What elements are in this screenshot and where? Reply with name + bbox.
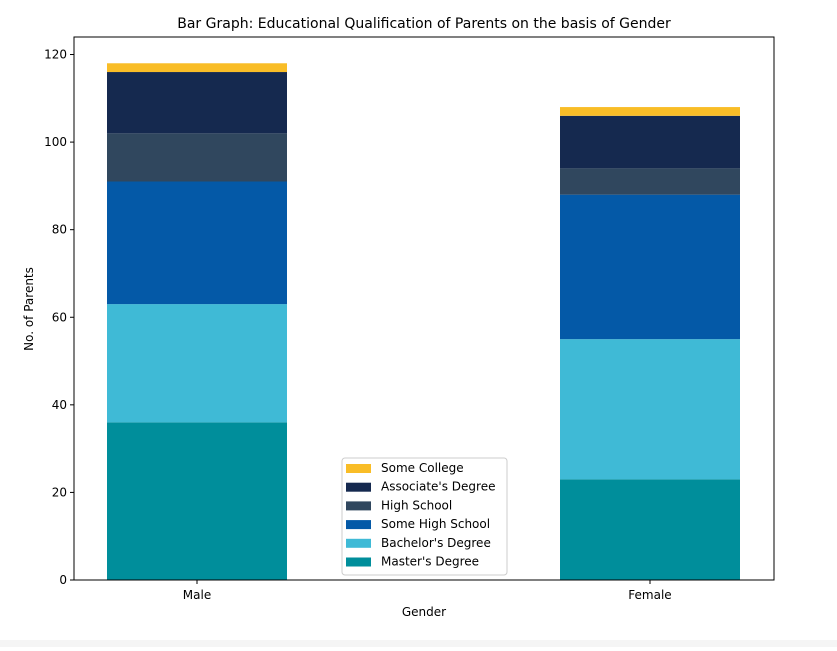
axis-layer: 0 20 40 60 80 100 120 Male Female bbox=[44, 48, 672, 602]
legend-swatch-5 bbox=[346, 557, 371, 567]
y-tick-label-6: 120 bbox=[44, 48, 67, 62]
legend-label-2: High School bbox=[381, 498, 452, 512]
x-tick-label-0: Male bbox=[183, 588, 211, 602]
legend: Some College Associate's Degree High Schoo… bbox=[341, 457, 508, 576]
y-tick-label-4: 80 bbox=[52, 223, 67, 237]
bar-male-series-3 bbox=[107, 133, 287, 182]
bottom-strip bbox=[0, 640, 837, 647]
legend-swatch-0 bbox=[346, 464, 371, 473]
plot-frame bbox=[73, 36, 775, 581]
x-tick-label-1: Female bbox=[628, 588, 671, 602]
bar-female-series-1 bbox=[560, 339, 740, 480]
bar-male-series-2 bbox=[107, 181, 287, 305]
legend-box bbox=[341, 457, 508, 576]
bar-male-series-0 bbox=[107, 422, 287, 580]
legend-swatch-2 bbox=[346, 501, 371, 511]
bar-female-series-5 bbox=[560, 107, 740, 116]
bar-female-series-4 bbox=[560, 115, 740, 169]
legend-label-3: Some High School bbox=[381, 517, 490, 531]
y-axis-label: No. of Parents bbox=[22, 267, 36, 351]
y-tick-label-1: 20 bbox=[52, 485, 67, 499]
legend-swatch-1 bbox=[346, 482, 371, 492]
bar-male-series-1 bbox=[107, 304, 287, 423]
bar-female-series-0 bbox=[560, 479, 740, 580]
y-tick-label-2: 40 bbox=[52, 398, 67, 412]
y-tick-label-0: 0 bbox=[59, 573, 67, 587]
bar-female-series-2 bbox=[560, 194, 740, 340]
chart-title: Bar Graph: Educational Qualification of … bbox=[177, 16, 671, 32]
legend-label-4: Bachelor's Degree bbox=[381, 536, 491, 550]
bar-female-series-3 bbox=[560, 168, 740, 195]
legend-label-1: Associate's Degree bbox=[381, 480, 495, 494]
legend-swatch-3 bbox=[346, 520, 371, 530]
x-axis-label: Gender bbox=[402, 605, 446, 619]
legend-label-5: Master's Degree bbox=[381, 555, 479, 569]
bars-layer bbox=[107, 63, 740, 580]
legend-swatch-4 bbox=[346, 538, 371, 548]
y-tick-label-3: 60 bbox=[52, 310, 67, 324]
bar-male-series-5 bbox=[107, 63, 287, 73]
legend-label-0: Some College bbox=[381, 461, 464, 475]
bar-male-series-4 bbox=[107, 72, 287, 134]
y-tick-label-5: 100 bbox=[44, 135, 67, 149]
